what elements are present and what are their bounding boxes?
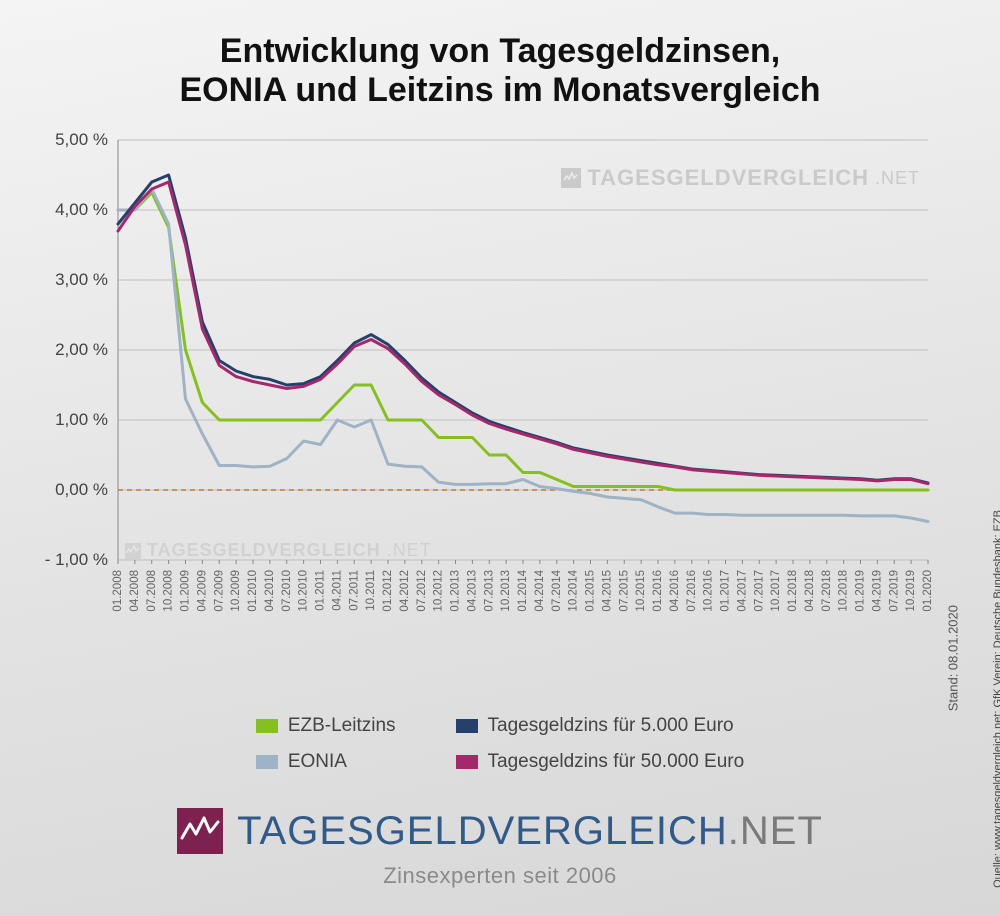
- svg-text:01.2011: 01.2011: [315, 570, 327, 611]
- brand-logo-icon: [177, 808, 223, 854]
- svg-text:07.2011: 07.2011: [348, 570, 360, 611]
- source-text: Quelle: www.tagesgeldvergleich.net; GfK …: [992, 510, 1000, 888]
- svg-text:10.2016: 10.2016: [703, 570, 715, 612]
- svg-text:10.2017: 10.2017: [770, 570, 782, 612]
- legend-label: EONIA: [288, 751, 347, 773]
- svg-text:07.2019: 07.2019: [888, 570, 900, 612]
- brand-tagline: Zinsexperten seit 2006: [0, 863, 1000, 889]
- svg-text:07.2014: 07.2014: [551, 569, 563, 611]
- svg-text:10.2012: 10.2012: [433, 570, 445, 612]
- svg-text:07.2008: 07.2008: [146, 570, 158, 612]
- svg-text:07.2018: 07.2018: [821, 570, 833, 612]
- svg-text:0,00 %: 0,00 %: [55, 480, 108, 499]
- svg-text:10.2013: 10.2013: [500, 570, 512, 612]
- svg-text:01.2012: 01.2012: [382, 570, 394, 612]
- brand-suffix: .NET: [728, 809, 823, 853]
- svg-text:01.2018: 01.2018: [787, 570, 799, 612]
- svg-text:04.2010: 04.2010: [264, 570, 276, 612]
- svg-text:04.2017: 04.2017: [736, 570, 748, 612]
- svg-text:01.2014: 01.2014: [517, 569, 529, 611]
- svg-text:04.2016: 04.2016: [669, 570, 681, 612]
- legend-swatch: [256, 755, 278, 769]
- legend-label: Tagesgeldzins für 50.000 Euro: [488, 751, 745, 773]
- svg-text:1,00 %: 1,00 %: [55, 410, 108, 429]
- svg-text:3,00 %: 3,00 %: [55, 270, 108, 289]
- svg-text:04.2014: 04.2014: [534, 569, 546, 611]
- svg-text:07.2017: 07.2017: [753, 570, 765, 612]
- legend-swatch: [456, 755, 478, 769]
- svg-text:01.2008: 01.2008: [112, 570, 124, 612]
- brand-name: TAGESGELDVERGLEICH: [237, 809, 728, 853]
- legend-item: EONIA: [256, 751, 396, 773]
- legend-label: Tagesgeldzins für 5.000 Euro: [488, 715, 734, 737]
- svg-text:10.2018: 10.2018: [838, 570, 850, 612]
- legend-item: EZB-Leitzins: [256, 715, 396, 737]
- legend-swatch: [256, 719, 278, 733]
- svg-text:01.2016: 01.2016: [652, 570, 664, 612]
- stand-date: Stand: 08.01.2020: [945, 605, 960, 711]
- svg-text:04.2015: 04.2015: [601, 570, 613, 612]
- svg-text:07.2010: 07.2010: [281, 570, 293, 612]
- svg-text:01.2020: 01.2020: [922, 570, 934, 612]
- brand-footer: TAGESGELDVERGLEICH.NET Zinsexperten seit…: [0, 808, 1000, 889]
- svg-text:10.2015: 10.2015: [635, 570, 647, 612]
- legend-swatch: [456, 719, 478, 733]
- chart-area: - 1,00 % 0,00 % 1,00 % 2,00 % 3,00 % 4,00 % 5,…: [38, 130, 943, 650]
- legend-item: Tagesgeldzins für 50.000 Euro: [456, 751, 745, 773]
- svg-text:01.2010: 01.2010: [247, 570, 259, 612]
- svg-text:04.2012: 04.2012: [399, 570, 411, 612]
- svg-text:10.2014: 10.2014: [568, 569, 580, 611]
- svg-text:01.2015: 01.2015: [585, 570, 597, 612]
- watermark-text: TAGESGELDVERGLEICH: [587, 165, 869, 191]
- legend: EZB-Leitzins EONIA Tagesgeldzins für 5.00…: [0, 715, 1000, 773]
- legend-label: EZB-Leitzins: [288, 715, 396, 737]
- svg-text:07.2012: 07.2012: [416, 570, 428, 612]
- svg-text:07.2016: 07.2016: [686, 570, 698, 612]
- svg-text:10.2019: 10.2019: [905, 570, 917, 612]
- chart-title: Entwicklung von Tagesgeldzinsen, EONIA u…: [0, 0, 1000, 110]
- svg-text:04.2009: 04.2009: [196, 570, 208, 612]
- svg-text:- 1,00 %: - 1,00 %: [45, 550, 108, 569]
- svg-text:07.2013: 07.2013: [483, 570, 495, 612]
- svg-text:04.2008: 04.2008: [129, 570, 141, 612]
- svg-text:2,00 %: 2,00 %: [55, 340, 108, 359]
- svg-text:10.2011: 10.2011: [365, 570, 377, 611]
- svg-text:10.2010: 10.2010: [298, 570, 310, 612]
- legend-item: Tagesgeldzins für 5.000 Euro: [456, 715, 745, 737]
- svg-text:07.2009: 07.2009: [213, 570, 225, 612]
- svg-text:04.2018: 04.2018: [804, 570, 816, 612]
- svg-text:01.2013: 01.2013: [450, 570, 462, 612]
- svg-text:07.2015: 07.2015: [618, 570, 630, 612]
- svg-text:04.2019: 04.2019: [871, 570, 883, 612]
- svg-text:01.2017: 01.2017: [720, 570, 732, 612]
- title-line-1: Entwicklung von Tagesgeldzinsen,: [0, 32, 1000, 71]
- svg-text:5,00 %: 5,00 %: [55, 130, 108, 149]
- svg-text:04.2011: 04.2011: [331, 570, 343, 611]
- watermark-suffix: .NET: [875, 168, 920, 189]
- svg-text:01.2019: 01.2019: [855, 570, 867, 612]
- svg-text:4,00 %: 4,00 %: [55, 200, 108, 219]
- svg-text:10.2008: 10.2008: [163, 570, 175, 612]
- svg-text:01.2009: 01.2009: [180, 570, 192, 612]
- svg-text:04.2013: 04.2013: [466, 570, 478, 612]
- svg-text:10.2009: 10.2009: [230, 570, 242, 612]
- title-line-2: EONIA und Leitzins im Monatsvergleich: [0, 71, 1000, 110]
- watermark-top: TAGESGELDVERGLEICH .NET: [561, 165, 920, 191]
- watermark-bottom: TAGESGELDVERGLEICH.NET: [125, 540, 432, 561]
